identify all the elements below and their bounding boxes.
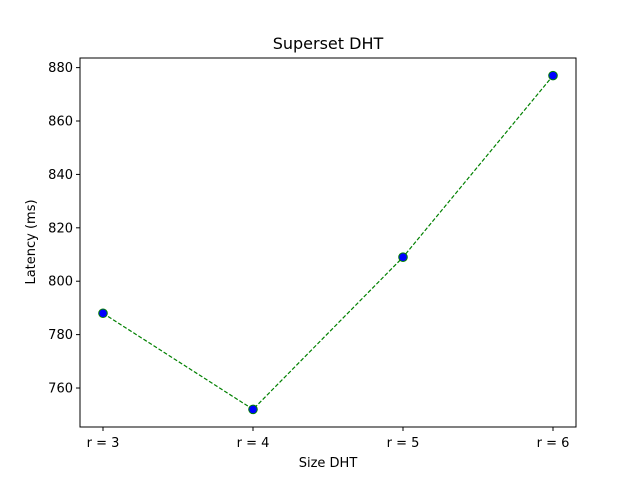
y-tick-label: 860 bbox=[48, 115, 73, 130]
data-point bbox=[398, 252, 408, 262]
y-axis: 760 780 800 820 840 860 880 bbox=[48, 61, 80, 397]
y-tick-label: 820 bbox=[48, 221, 73, 236]
y-tick-label: 840 bbox=[48, 168, 73, 183]
data-point bbox=[548, 70, 558, 81]
data-point bbox=[248, 404, 258, 415]
x-tick-label: r = 5 bbox=[387, 436, 420, 451]
y-tick-label: 800 bbox=[48, 275, 73, 290]
x-tick-label: r = 6 bbox=[537, 436, 570, 451]
x-axis-label: Size DHT bbox=[299, 456, 358, 471]
y-tick-label: 760 bbox=[48, 382, 73, 397]
chart-title: Superset DHT bbox=[273, 34, 384, 53]
y-axis-label: Latency (ms) bbox=[24, 199, 39, 284]
x-tick-label: r = 4 bbox=[237, 436, 270, 451]
x-axis: r = 3 r = 4 r = 5 r = 6 bbox=[87, 427, 570, 451]
series-layer bbox=[98, 70, 558, 415]
data-point bbox=[98, 308, 108, 319]
y-tick-label: 880 bbox=[48, 61, 73, 76]
series-line bbox=[102, 75, 554, 411]
plot-frame bbox=[79, 57, 577, 428]
x-tick-label: r = 3 bbox=[87, 436, 120, 451]
y-tick-label: 780 bbox=[48, 328, 73, 343]
